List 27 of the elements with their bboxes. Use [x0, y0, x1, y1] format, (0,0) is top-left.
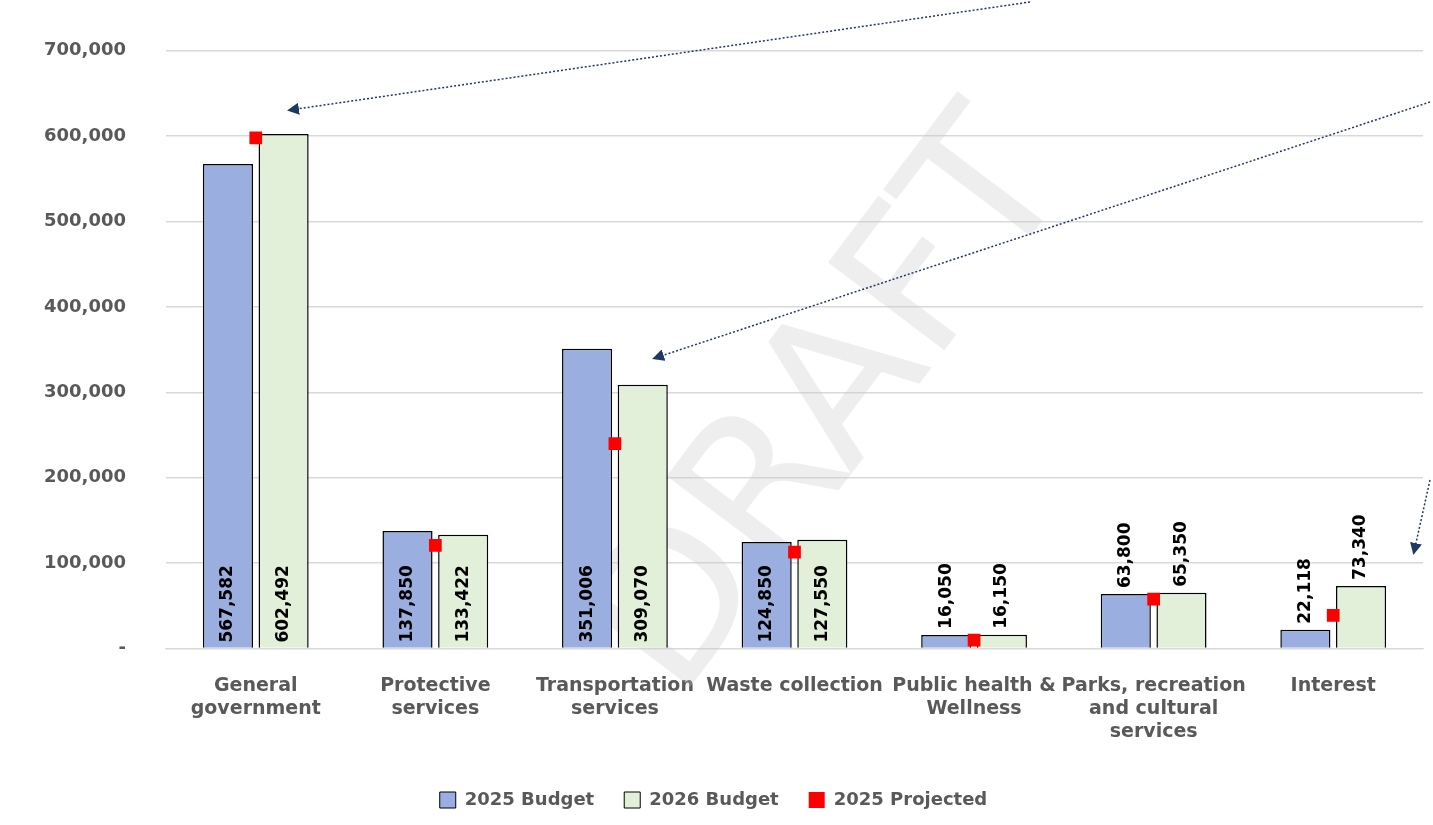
legend-label: 2026 Budget — [649, 787, 780, 809]
data-label: 73,340 — [1349, 514, 1370, 580]
y-tick-label: 200,000 — [44, 465, 126, 487]
data-label: 567,582 — [216, 565, 237, 643]
x-tick-label: General government — [190, 672, 321, 718]
data-label: 137,850 — [395, 565, 416, 643]
point — [249, 131, 263, 145]
point — [428, 538, 442, 552]
data-label: 602,492 — [272, 565, 293, 643]
y-tick-label: 100,000 — [44, 550, 126, 572]
legend-label: 2025 Budget — [464, 787, 595, 809]
x-tick-label: Protective services — [380, 672, 491, 718]
point — [1147, 592, 1160, 606]
y-tick-label: 600,000 — [44, 123, 126, 145]
point — [1326, 608, 1340, 622]
data-label: 63,800 — [1114, 522, 1135, 589]
y-tick-label: 300,000 — [44, 380, 126, 402]
legend-label: 2025 Projected — [833, 787, 988, 809]
data-label: 133,422 — [451, 565, 472, 643]
y-tick-label: - — [118, 636, 126, 658]
y-tick-label: 700,000 — [44, 38, 126, 60]
x-tick-label: Parks, recreation and cultural services — [1061, 672, 1246, 741]
data-label: 65,350 — [1169, 521, 1190, 587]
y-tick-label: 400,000 — [44, 294, 126, 316]
x-tick-label: Interest — [1290, 672, 1376, 695]
y-tick-label: 500,000 — [44, 209, 126, 231]
data-label: 22,118 — [1293, 558, 1314, 624]
